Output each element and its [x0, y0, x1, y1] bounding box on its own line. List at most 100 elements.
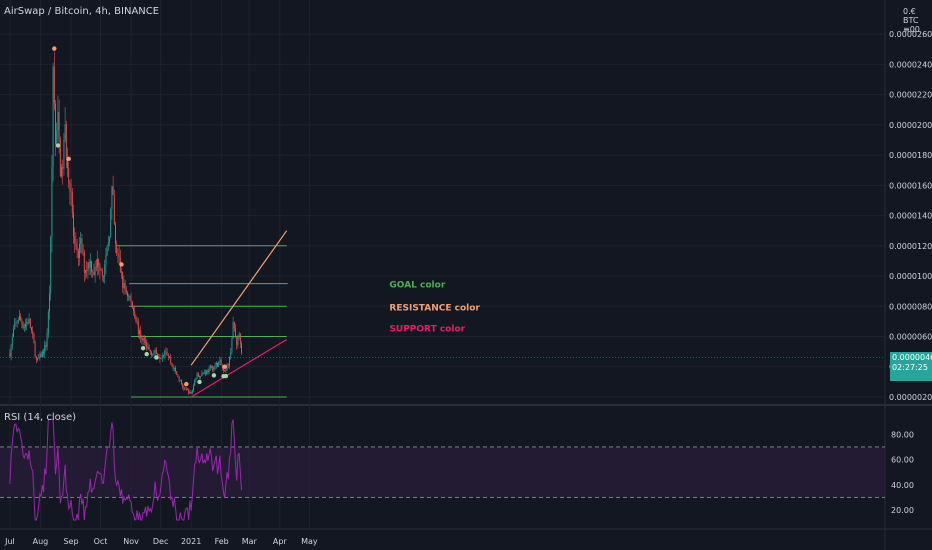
candle-body [122, 271, 124, 288]
candle-body [152, 353, 154, 356]
candle-body [83, 252, 85, 273]
candle-body [92, 271, 94, 273]
candle-body [76, 246, 78, 251]
signal-dot [154, 355, 159, 360]
candle-body [165, 351, 167, 353]
candle-body [181, 380, 182, 384]
candle-body [59, 138, 61, 177]
candle-body [121, 271, 122, 273]
resistance-trend-line [190, 230, 288, 366]
candle-body [175, 367, 176, 372]
candle-body [133, 307, 134, 312]
bar-countdown: 02:27:25 [892, 362, 928, 372]
candle-body [187, 389, 188, 391]
candle-body [124, 282, 126, 291]
rsi-tick-label: 20.00 [891, 506, 914, 515]
time-tick-label: Dec [153, 537, 168, 546]
time-tick-label: Jul [4, 537, 15, 546]
last-price-badge: 0.00000461 02:27:25 [890, 351, 932, 381]
candle-body [160, 358, 162, 360]
candle-body [129, 296, 131, 300]
candle-body [97, 259, 98, 268]
candle-body [99, 265, 101, 271]
candle-body [46, 333, 48, 348]
candle-body [62, 166, 64, 169]
candle-body [115, 224, 116, 244]
candle-body [32, 330, 34, 334]
annotation-label: SUPPORT color [389, 324, 465, 334]
candle-body [65, 124, 67, 158]
candle-body [118, 254, 120, 258]
candle-body [176, 371, 178, 375]
candle-body [75, 242, 77, 247]
candle-body [139, 330, 140, 334]
candle-body [226, 364, 228, 370]
candle-body [63, 139, 65, 169]
candle-body [188, 390, 190, 394]
candle-body [239, 333, 241, 344]
chart-title: AirSwap / Bitcoin, 4h, BINANCE [4, 6, 160, 17]
signal-dot [223, 373, 229, 379]
candle-body [68, 168, 70, 184]
candle-body [53, 66, 55, 104]
candle-body [213, 366, 215, 371]
candle-body [27, 322, 29, 324]
candle-body [21, 320, 23, 324]
candle-body [214, 365, 216, 367]
candle-body [77, 250, 79, 258]
candle-body [241, 343, 242, 354]
candle-body [38, 357, 40, 359]
annotations: GOAL color RESISTANCE color SUPPORT color [389, 281, 480, 335]
rsi-tick-label: 80.00 [891, 431, 914, 440]
candle-body [67, 157, 68, 169]
candle-body [52, 66, 54, 168]
candle-body [155, 349, 157, 355]
rsi-axis[interactable]: 20.00 40.00 60.00 80.00 [891, 431, 914, 515]
candle-body [100, 270, 102, 271]
candle-body [55, 103, 56, 144]
candle-body [93, 272, 95, 276]
candle-body [16, 322, 18, 323]
candle-body [236, 336, 238, 346]
candle-body [128, 296, 130, 297]
candle-body [104, 264, 106, 277]
candle-body [11, 336, 13, 346]
candle-body [29, 318, 31, 328]
candle-body [79, 243, 80, 258]
candle-body [136, 321, 138, 323]
candle-body [13, 329, 14, 337]
candles [9, 51, 242, 396]
candle-body [207, 370, 209, 373]
candle-body [131, 301, 133, 308]
time-axis[interactable]: Jul Aug Sep Oct Nov Dec 2021 Feb Mar Apr May [4, 537, 318, 546]
candle-body [221, 365, 223, 369]
candle-body [189, 391, 191, 394]
price-axis[interactable]: 0.000002000.000004000.000006000.00000800… [889, 30, 932, 402]
candle-body [95, 266, 97, 268]
candle-body [179, 380, 181, 382]
candle-body [135, 317, 137, 322]
rsi-band [0, 447, 885, 498]
time-tick-label: Apr [273, 537, 288, 546]
currency-label: 0.€ BTC ≡00 [903, 7, 920, 34]
candle-body [158, 356, 160, 358]
candle-body [237, 335, 239, 346]
candle-body [167, 355, 169, 357]
horizontal-lines [117, 245, 288, 398]
candle-body [199, 376, 200, 377]
candle-body [9, 353, 11, 357]
candle-body [33, 333, 35, 344]
annotation-label: RESISTANCE color [389, 303, 480, 313]
candle-body [109, 237, 110, 242]
candle-body [211, 366, 212, 368]
candle-body [39, 353, 41, 358]
candle-body [34, 343, 36, 357]
